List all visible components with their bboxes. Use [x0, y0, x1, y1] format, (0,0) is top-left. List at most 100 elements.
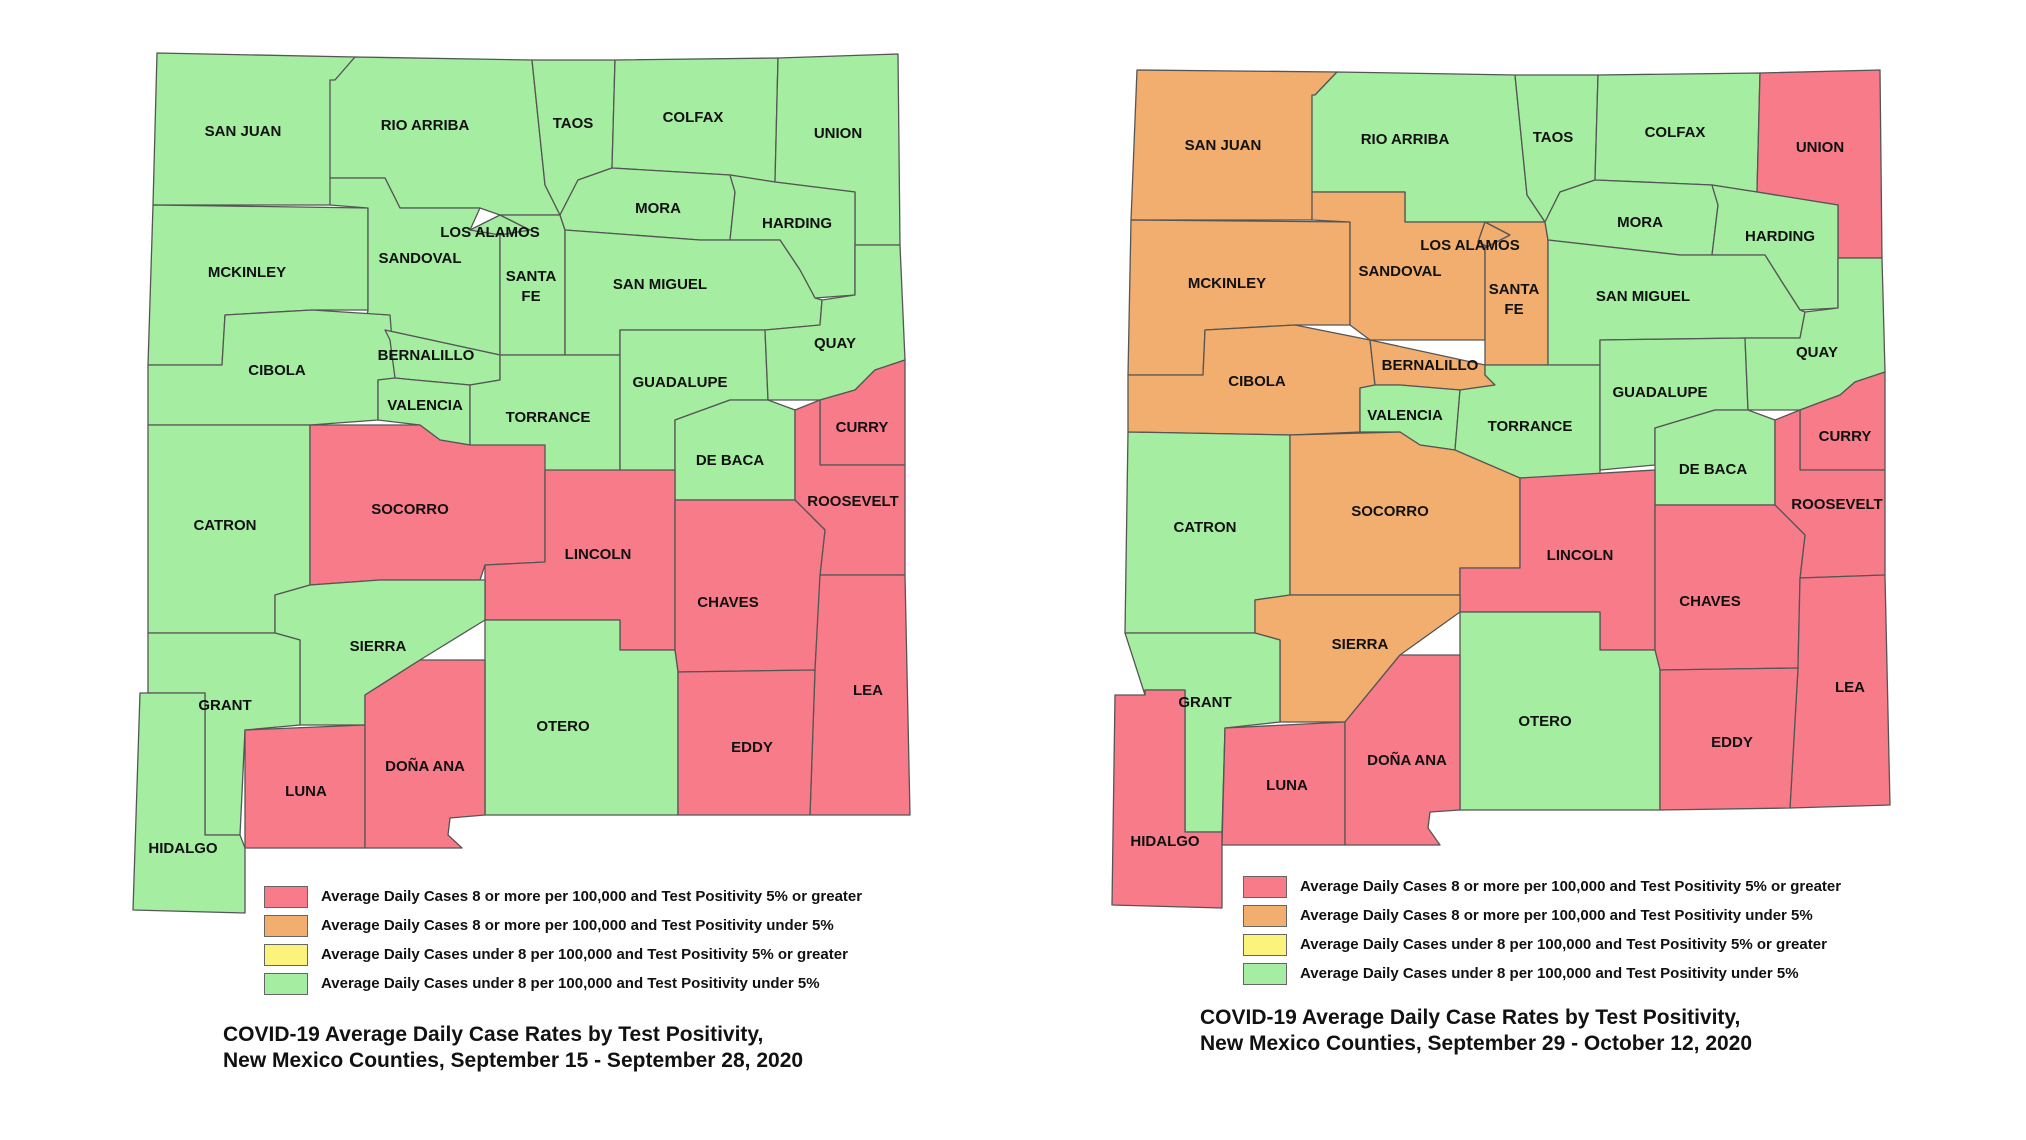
- county-hidalgo[interactable]: [1111, 689, 1223, 909]
- label-grant: GRANT: [1178, 694, 1231, 711]
- label-santa-fe-line1: SANTA: [506, 268, 557, 285]
- legend-swatch-green: [264, 972, 308, 995]
- label-luna: LUNA: [1266, 777, 1308, 794]
- legend-label: Average Daily Cases 8 or more per 100,00…: [1300, 907, 1813, 924]
- label-sandoval: SANDOVAL: [1358, 263, 1441, 280]
- label-torrance: TORRANCE: [506, 409, 591, 426]
- legend-item: Average Daily Cases 8 or more per 100,00…: [264, 882, 862, 911]
- legend-label: Average Daily Cases under 8 per 100,000 …: [1300, 965, 1799, 982]
- label-de-baca: DE BACA: [696, 452, 765, 469]
- label-union: UNION: [814, 125, 862, 142]
- label-curry: CURRY: [1819, 428, 1872, 445]
- map-2-title-line1: COVID-19 Average Daily Case Rates by Tes…: [1200, 1006, 1741, 1029]
- legend-item: Average Daily Cases under 8 per 100,000 …: [1243, 930, 1841, 959]
- label-mckinley: MCKINLEY: [208, 264, 286, 281]
- label-sandoval: SANDOVAL: [378, 250, 461, 267]
- label-quay: QUAY: [814, 335, 856, 352]
- legend-map-1: Average Daily Cases 8 or more per 100,00…: [264, 882, 862, 998]
- label-socorro: SOCORRO: [1351, 503, 1429, 520]
- legend-label: Average Daily Cases 8 or more per 100,00…: [1300, 878, 1842, 895]
- label-taos: TAOS: [1533, 129, 1574, 146]
- county-chaves[interactable]: [1654, 504, 1806, 671]
- county-otero[interactable]: [484, 619, 679, 816]
- county-otero[interactable]: [1459, 611, 1661, 811]
- legend-swatch-yellow: [1243, 933, 1287, 956]
- map-1-title-line2: New Mexico Counties, September 15 - Sept…: [223, 1049, 804, 1072]
- county-dona-ana[interactable]: [1344, 654, 1461, 846]
- map-2-title: COVID-19 Average Daily Case Rates by Tes…: [1200, 1005, 1752, 1057]
- label-bernalillo: BERNALILLO: [1382, 357, 1479, 374]
- label-curry: CURRY: [836, 419, 889, 436]
- label-harding: HARDING: [1745, 228, 1815, 245]
- label-dona-ana: DOÑA ANA: [385, 757, 465, 775]
- map-1-title-line1: COVID-19 Average Daily Case Rates by Tes…: [223, 1023, 764, 1046]
- legend-item: Average Daily Cases 8 or more per 100,00…: [1243, 901, 1841, 930]
- label-de-baca: DE BACA: [1679, 461, 1748, 478]
- label-hidalgo: HIDALGO: [1130, 833, 1199, 850]
- legend-label: Average Daily Cases under 8 per 100,000 …: [321, 946, 848, 963]
- label-santa-fe-line2: FE: [1504, 301, 1523, 318]
- legend-swatch-red: [1243, 875, 1287, 898]
- label-san-miguel: SAN MIGUEL: [1596, 288, 1690, 305]
- label-lincoln: LINCOLN: [565, 546, 632, 563]
- legend-swatch-orange: [1243, 904, 1287, 927]
- label-catron: CATRON: [1173, 519, 1236, 536]
- legend-item: Average Daily Cases 8 or more per 100,00…: [264, 911, 862, 940]
- legend-item: Average Daily Cases under 8 per 100,000 …: [264, 940, 862, 969]
- label-taos: TAOS: [553, 115, 594, 132]
- county-eddy[interactable]: [1659, 667, 1799, 811]
- label-los-alamos: LOS ALAMOS: [1420, 237, 1519, 254]
- legend-item: Average Daily Cases under 8 per 100,000 …: [264, 969, 862, 998]
- legend-swatch-yellow: [264, 943, 308, 966]
- label-roosevelt: ROOSEVELT: [807, 493, 898, 510]
- label-luna: LUNA: [285, 783, 327, 800]
- label-lea: LEA: [1835, 679, 1865, 696]
- label-hidalgo: HIDALGO: [148, 840, 217, 857]
- legend-label: Average Daily Cases under 8 per 100,000 …: [1300, 936, 1827, 953]
- label-catron: CATRON: [193, 517, 256, 534]
- label-otero: OTERO: [536, 718, 590, 735]
- label-chaves: CHAVES: [1679, 593, 1740, 610]
- label-valencia: VALENCIA: [1367, 407, 1443, 424]
- county-de-baca[interactable]: [1654, 409, 1776, 506]
- legend-label: Average Daily Cases 8 or more per 100,00…: [321, 917, 834, 934]
- label-dona-ana: DOÑA ANA: [1367, 751, 1447, 769]
- label-rio-arriba: RIO ARRIBA: [381, 117, 470, 134]
- label-santa-fe-line2: FE: [521, 288, 540, 305]
- county-lea[interactable]: [1789, 574, 1891, 809]
- label-guadalupe: GUADALUPE: [1612, 384, 1707, 401]
- label-los-alamos: LOS ALAMOS: [440, 224, 539, 241]
- map-2-title-line2: New Mexico Counties, September 29 - Octo…: [1200, 1032, 1753, 1055]
- label-san-juan: SAN JUAN: [205, 123, 282, 140]
- legend-label: Average Daily Cases under 8 per 100,000 …: [321, 975, 820, 992]
- legend-label: Average Daily Cases 8 or more per 100,00…: [321, 888, 863, 905]
- label-sierra: SIERRA: [350, 638, 407, 655]
- county-de-baca[interactable]: [674, 399, 796, 501]
- label-rio-arriba: RIO ARRIBA: [1361, 131, 1450, 148]
- label-guadalupe: GUADALUPE: [632, 374, 727, 391]
- label-chaves: CHAVES: [697, 594, 758, 611]
- label-grant: GRANT: [198, 697, 251, 714]
- label-roosevelt: ROOSEVELT: [1791, 496, 1882, 513]
- legend-swatch-orange: [264, 914, 308, 937]
- legend-item: Average Daily Cases under 8 per 100,000 …: [1243, 959, 1841, 988]
- county-chaves[interactable]: [674, 499, 826, 673]
- label-san-juan: SAN JUAN: [1185, 137, 1262, 154]
- map-sep29-oct12: SAN JUAN RIO ARRIBA TAOS COLFAX UNION MC…: [1111, 69, 1891, 909]
- label-otero: OTERO: [1518, 713, 1572, 730]
- county-eddy[interactable]: [677, 669, 816, 816]
- label-union: UNION: [1796, 139, 1844, 156]
- county-lea[interactable]: [809, 574, 911, 816]
- county-hidalgo[interactable]: [132, 692, 246, 914]
- label-santa-fe-line1: SANTA: [1489, 281, 1540, 298]
- label-colfax: COLFAX: [663, 109, 724, 126]
- legend-swatch-green: [1243, 962, 1287, 985]
- label-valencia: VALENCIA: [387, 397, 463, 414]
- legend-item: Average Daily Cases 8 or more per 100,00…: [1243, 872, 1841, 901]
- label-cibola: CIBOLA: [1228, 373, 1286, 390]
- label-cibola: CIBOLA: [248, 362, 306, 379]
- label-eddy: EDDY: [1711, 734, 1753, 751]
- label-mckinley: MCKINLEY: [1188, 275, 1266, 292]
- county-dona-ana[interactable]: [364, 659, 486, 849]
